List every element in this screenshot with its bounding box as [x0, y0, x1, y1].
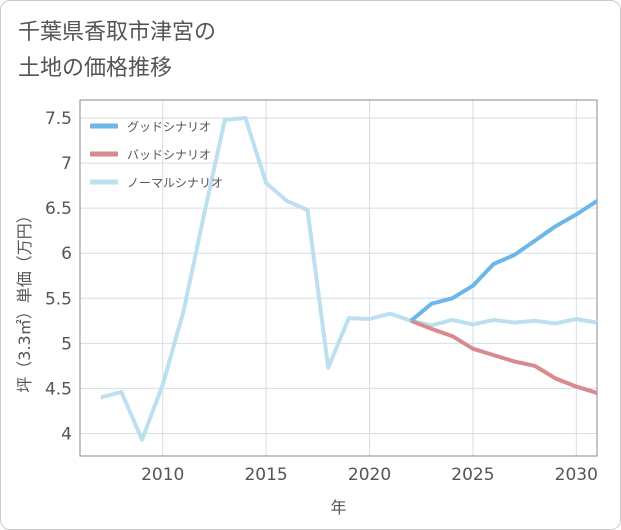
series-lines: [100, 116, 599, 442]
page-title-line-1: 千葉県香取市津宮の: [18, 20, 217, 45]
x-tick-label-2010: 2010: [141, 465, 184, 485]
y-tick-label-6: 7: [61, 154, 72, 174]
page-title: 千葉県香取市津宮の 土地の価格推移: [18, 15, 216, 87]
plot-frame: [79, 99, 598, 457]
x-tick-label-2030: 2030: [555, 465, 598, 485]
legend-label-1: バッドシナリオ: [127, 148, 211, 162]
x-tick-label-2015: 2015: [244, 465, 287, 485]
y-axis-label: 坪（3.3㎡）単価（万円）: [15, 207, 34, 392]
y-axis-ticks: 4 4.5 5 5.5 6 6.5 7 7.5: [45, 109, 72, 444]
y-tick-label-4: 6: [61, 244, 72, 264]
x-tick-label-2025: 2025: [451, 465, 494, 485]
y-tick-label-2: 5: [61, 334, 72, 354]
y-tick-label-1: 4.5: [45, 379, 72, 399]
y-tick-label-0: 4: [61, 424, 72, 444]
series-line-1: [410, 318, 598, 395]
page-title-line-2: 土地の価格推移: [18, 56, 173, 81]
legend-label-0: グッドシナリオ: [127, 120, 211, 134]
y-tick-label-7: 7.5: [45, 109, 72, 129]
x-axis-label: 年: [330, 498, 346, 517]
y-tick-label-5: 6.5: [45, 199, 72, 219]
x-axis-ticks: 2010 2015 2020 2025 2030: [141, 465, 598, 485]
grid-lines: [80, 100, 597, 456]
series-line-0: [409, 199, 599, 323]
y-tick-label-3: 5.5: [45, 289, 72, 309]
series-line-2: [100, 116, 598, 442]
x-tick-label-2020: 2020: [348, 465, 391, 485]
legend-label-2: ノーマルシナリオ: [127, 176, 223, 190]
